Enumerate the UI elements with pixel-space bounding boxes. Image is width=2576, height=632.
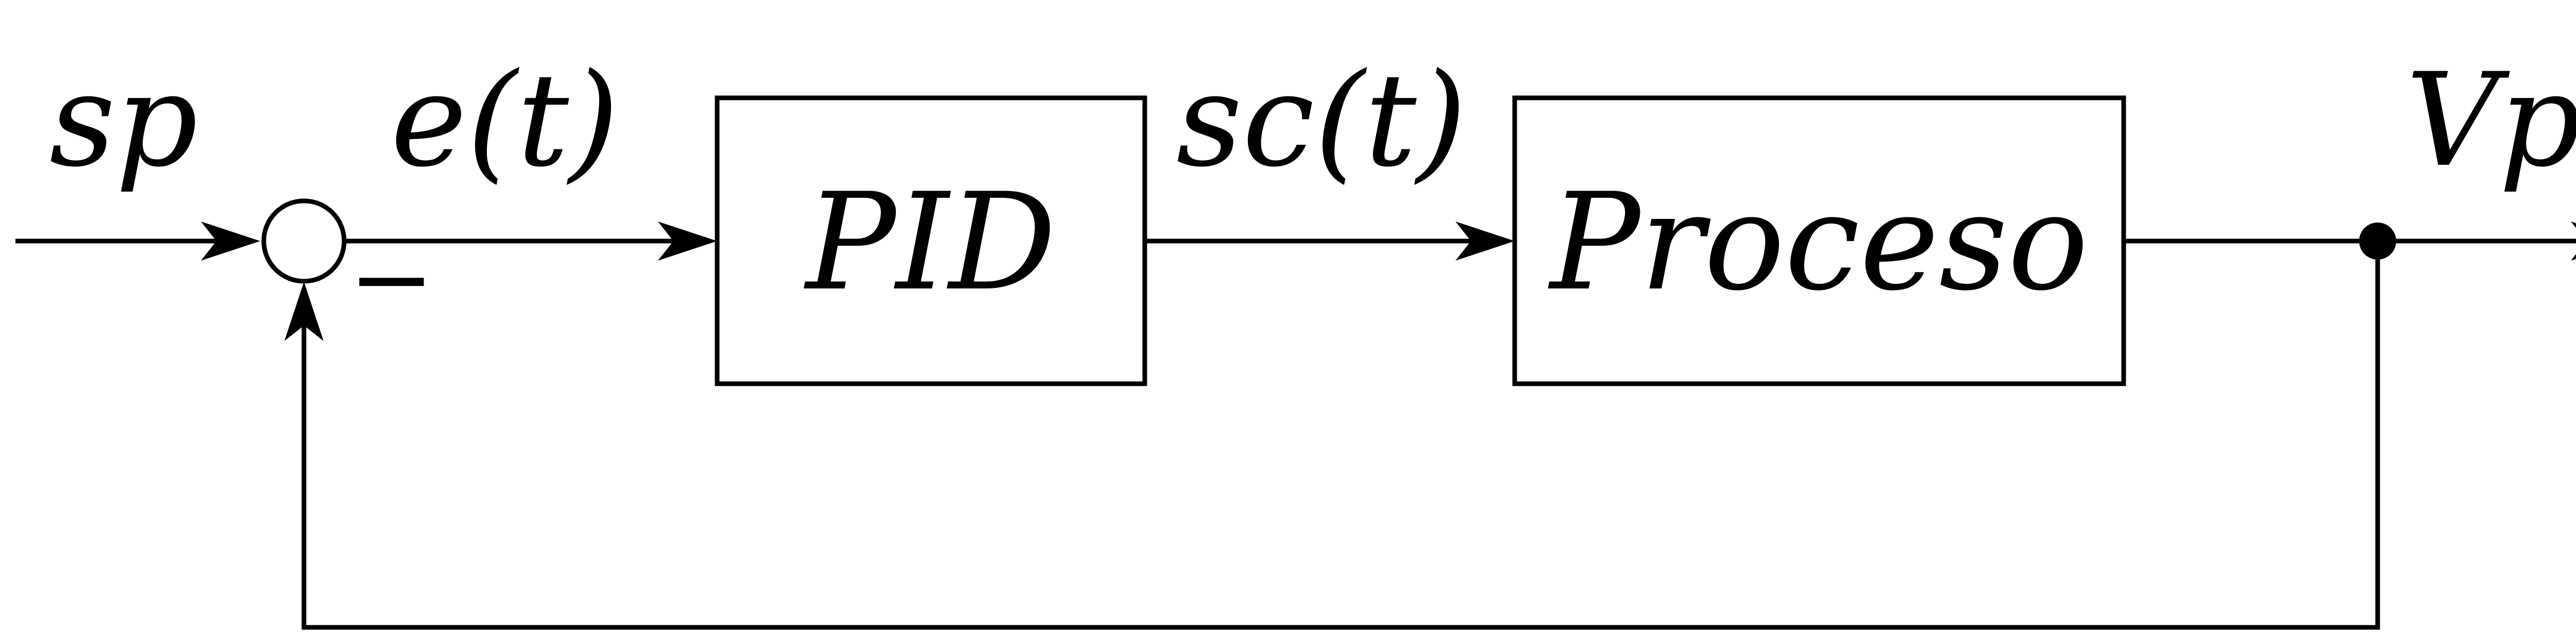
error-arrowhead (658, 221, 717, 261)
summing-junction (261, 198, 347, 284)
output-arrowhead (2571, 221, 2576, 261)
control-signal-label: sc(t) (1176, 45, 1467, 195)
control-signal-arrowhead (1455, 221, 1515, 261)
feedback-arrowhead (284, 282, 324, 341)
feedback-minus-sign: − (348, 219, 435, 339)
output-label: Vp (2406, 45, 2576, 195)
pid-block-label: PID (804, 165, 1056, 320)
setpoint-label: sp (49, 45, 198, 195)
error-label: e(t) (391, 45, 619, 195)
process-block-label: Proceso (1548, 165, 2088, 320)
feedback-path (301, 241, 2380, 630)
pid-block (715, 95, 1147, 386)
setpoint-arrowhead (201, 221, 260, 261)
